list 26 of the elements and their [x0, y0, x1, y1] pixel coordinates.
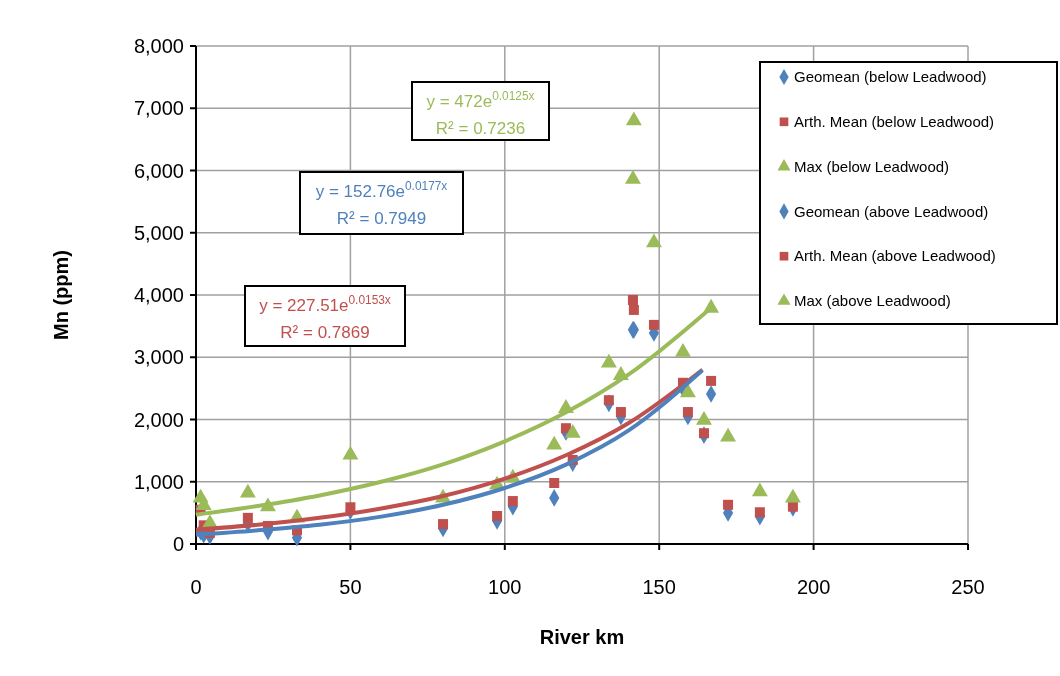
y-tick-label: 7,000: [133, 97, 184, 120]
x-tick-label: 50: [339, 576, 362, 598]
y-tick-label: 5,000: [133, 221, 184, 244]
x-tick-label: 200: [796, 576, 831, 598]
x-tick-label: 150: [642, 576, 676, 598]
text: y = 152.76e$^{0.0177x}$ R² = 0.7949: [315, 179, 448, 228]
legend-label: Geomean (above Leadwood): [794, 202, 989, 220]
y-axis-title: Mn (ppm): [50, 250, 72, 340]
y-tick-label: 2,000: [133, 408, 184, 431]
legend-label: Geomean (below Leadwood): [794, 68, 987, 86]
y-tick-label: 8,000: [133, 35, 184, 57]
text: y = 472e$^{0.0125x}$ R² = 0.7236: [426, 89, 535, 138]
legend-label: Arth. Mean (below Leadwood): [794, 113, 995, 131]
x-tick-label: 100: [488, 576, 522, 598]
x-tick-label: 0: [190, 576, 202, 598]
x-axis-title: River km: [539, 626, 625, 648]
legend-label: Arth. Mean (above Leadwood): [794, 247, 996, 265]
text: y = 227.51e$^{0.0153x}$ R² = 0.7869: [259, 293, 391, 342]
y-tick-label: 4,000: [133, 284, 184, 306]
y-tick-label: 6,000: [133, 159, 184, 182]
legend-label: Max (below Leadwood): [794, 157, 950, 175]
y-tick-label: 3,000: [133, 346, 184, 369]
x-tick-label: 250: [951, 576, 985, 598]
y-tick-label: 1,000: [133, 470, 184, 493]
y-tick-label: 0: [172, 533, 184, 555]
legend-label: Max (above Leadwood): [794, 292, 951, 310]
